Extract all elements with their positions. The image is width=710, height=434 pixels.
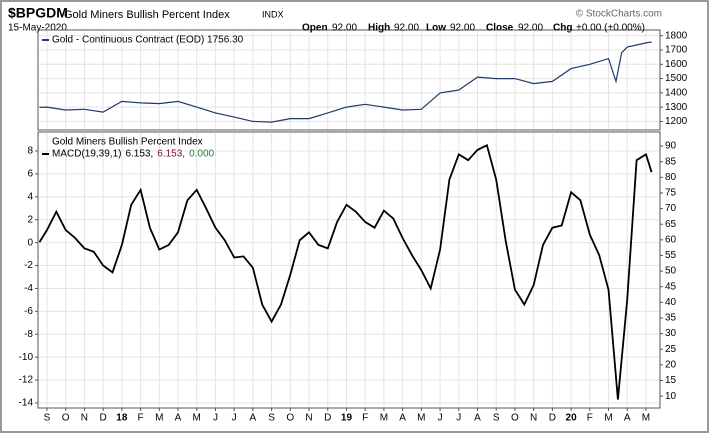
y-tick-label: -10 bbox=[19, 352, 34, 363]
x-tick-label: M bbox=[604, 413, 612, 424]
y2-tick-label: 25 bbox=[665, 344, 677, 355]
y2-tick-label: 20 bbox=[665, 360, 677, 371]
quote-value: 92.00 bbox=[518, 23, 543, 34]
series-line bbox=[39, 41, 652, 123]
x-tick-label: A bbox=[474, 413, 481, 424]
symbol: $BPGDM bbox=[8, 5, 68, 21]
x-tick-label: F bbox=[587, 413, 593, 424]
y2-tick-label: 55 bbox=[665, 250, 677, 261]
copyright[interactable]: © StockCharts.com bbox=[576, 9, 662, 20]
y-tick-label: 1600 bbox=[665, 59, 688, 70]
x-tick-label: D bbox=[549, 413, 556, 424]
quote-value: 92.00 bbox=[394, 23, 419, 34]
x-tick-label: F bbox=[362, 413, 368, 424]
quote-label: Open bbox=[302, 23, 328, 34]
quote-value: 92.00 bbox=[332, 23, 357, 34]
x-tick-label: S bbox=[268, 413, 275, 424]
y2-tick-label: 65 bbox=[665, 219, 677, 230]
x-tick-label: J bbox=[232, 413, 237, 424]
quote-label: High bbox=[368, 23, 390, 34]
x-tick-label: J bbox=[213, 413, 218, 424]
x-tick-label: M bbox=[417, 413, 425, 424]
x-tick-label: N bbox=[81, 413, 88, 424]
x-tick-label: M bbox=[193, 413, 201, 424]
y-tick-label: 4 bbox=[27, 191, 33, 202]
x-tick-label: A bbox=[399, 413, 406, 424]
x-tick-label: D bbox=[324, 413, 331, 424]
y2-tick-label: 30 bbox=[665, 328, 677, 339]
y2-tick-label: 10 bbox=[665, 391, 677, 402]
x-tick-label: O bbox=[511, 413, 519, 424]
x-tick-label: 19 bbox=[341, 413, 353, 424]
x-tick-label: D bbox=[100, 413, 107, 424]
quote-label: Close bbox=[486, 23, 514, 34]
legend-label: MACD(19,39,1) bbox=[52, 149, 121, 160]
y-tick-label: 0 bbox=[27, 237, 33, 248]
panel-title: Gold Miners Bullish Percent Index bbox=[52, 137, 203, 148]
y2-tick-label: 75 bbox=[665, 188, 677, 199]
panel-frame bbox=[37, 131, 661, 409]
x-tick-label: S bbox=[44, 413, 51, 424]
quote-label: Chg bbox=[553, 23, 572, 34]
legend-value: 6.153, bbox=[125, 149, 153, 160]
x-tick-label: 18 bbox=[116, 413, 128, 424]
y2-tick-label: 90 bbox=[665, 141, 677, 152]
y-tick-label: 1700 bbox=[665, 45, 688, 56]
y-tick-label: -4 bbox=[24, 283, 33, 294]
x-tick-label: N bbox=[305, 413, 312, 424]
y-tick-label: -8 bbox=[24, 329, 33, 340]
x-tick-label: 20 bbox=[566, 413, 578, 424]
series-line bbox=[38, 144, 653, 400]
y-tick-label: -14 bbox=[19, 398, 34, 409]
quote-label: Low bbox=[426, 23, 446, 34]
y2-tick-label: 60 bbox=[665, 234, 677, 245]
quote-value: +0.00 (+0.00%) bbox=[576, 23, 645, 34]
date: 15-May-2020 bbox=[8, 23, 67, 34]
x-tick-label: O bbox=[62, 413, 70, 424]
x-tick-label: A bbox=[250, 413, 257, 424]
y2-tick-label: 70 bbox=[665, 203, 677, 214]
y-tick-label: -12 bbox=[19, 375, 34, 386]
x-tick-label: F bbox=[138, 413, 144, 424]
x-tick-label: O bbox=[286, 413, 294, 424]
y-tick-label: 2 bbox=[27, 214, 33, 225]
y-tick-label: 1400 bbox=[665, 87, 688, 98]
x-tick-label: A bbox=[624, 413, 631, 424]
y-tick-label: 1800 bbox=[665, 30, 688, 41]
y2-tick-label: 15 bbox=[665, 375, 677, 386]
legend-value: 0.000 bbox=[189, 149, 214, 160]
y-tick-label: -6 bbox=[24, 306, 33, 317]
legend-value: 6.153, bbox=[157, 149, 185, 160]
x-tick-label: S bbox=[493, 413, 500, 424]
index-name: Gold Miners Bullish Percent Index bbox=[64, 9, 230, 21]
y2-tick-label: 45 bbox=[665, 281, 677, 292]
x-tick-label: A bbox=[175, 413, 182, 424]
legend-label: Gold - Continuous Contract (EOD) 1756.30 bbox=[52, 35, 244, 46]
x-tick-label: M bbox=[155, 413, 163, 424]
x-tick-label: M bbox=[380, 413, 388, 424]
y-tick-label: 6 bbox=[27, 169, 33, 180]
y-tick-label: -2 bbox=[24, 260, 33, 271]
y2-tick-label: 80 bbox=[665, 172, 677, 183]
y-tick-label: 8 bbox=[27, 146, 33, 157]
x-tick-label: N bbox=[530, 413, 537, 424]
y-tick-label: 1300 bbox=[665, 102, 688, 113]
exchange: INDX bbox=[262, 9, 284, 19]
x-tick-label: M bbox=[642, 413, 650, 424]
x-tick-label: J bbox=[438, 413, 443, 424]
y2-tick-label: 50 bbox=[665, 266, 677, 277]
panel-frame bbox=[37, 29, 661, 131]
y2-tick-label: 40 bbox=[665, 297, 677, 308]
y2-tick-label: 35 bbox=[665, 313, 677, 324]
x-tick-label: J bbox=[456, 413, 461, 424]
quote-value: 92.00 bbox=[450, 23, 475, 34]
y2-tick-label: 85 bbox=[665, 156, 677, 167]
y-tick-label: 1500 bbox=[665, 73, 688, 84]
y-tick-label: 1200 bbox=[665, 116, 688, 127]
